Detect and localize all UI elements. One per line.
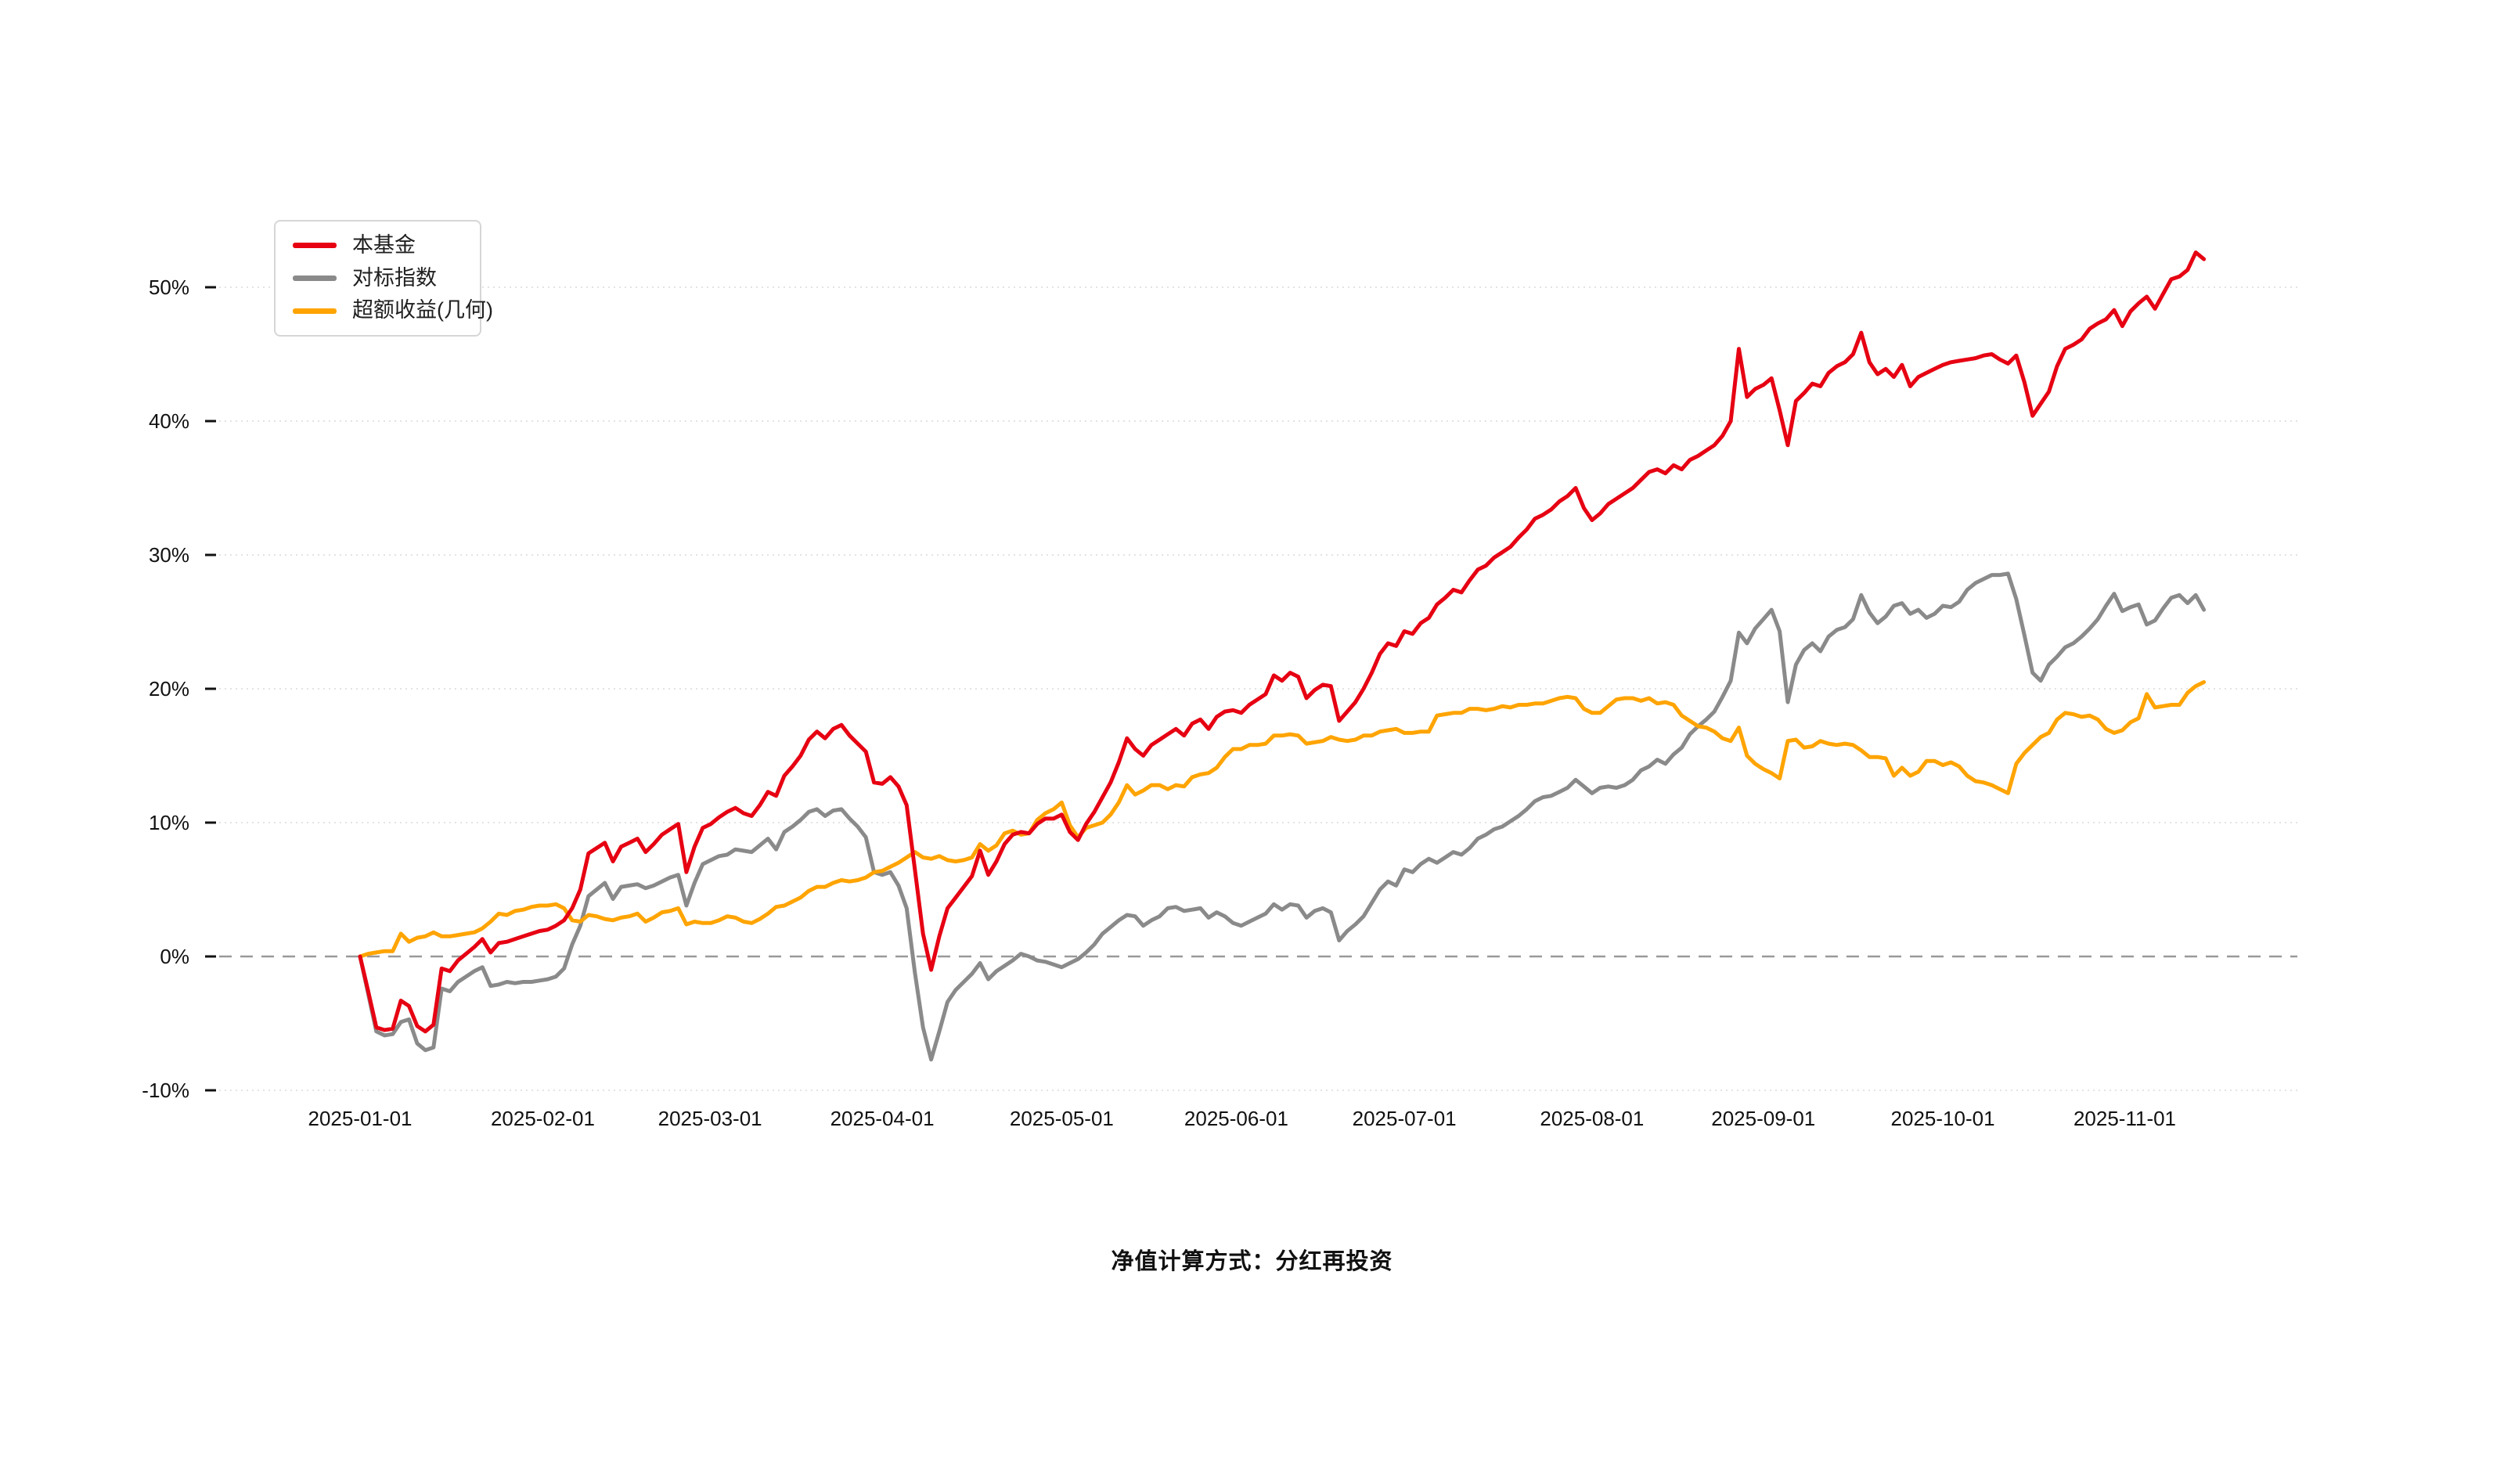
x-axis-label: 2025-01-01 bbox=[308, 1107, 413, 1130]
series-line-对标指数 bbox=[358, 571, 2207, 1062]
legend-label-excess-return: 超额收益(几何) bbox=[352, 298, 493, 322]
x-axis-label: 2025-02-01 bbox=[491, 1107, 595, 1130]
legend-item-fund[interactable]: 本基金 bbox=[293, 233, 463, 258]
x-axis-label: 2025-07-01 bbox=[1353, 1107, 1457, 1130]
legend-label-fund: 本基金 bbox=[352, 233, 416, 257]
y-axis-label: 50% bbox=[149, 276, 189, 299]
x-axis-label: 2025-10-01 bbox=[1891, 1107, 1995, 1130]
nav-calculation-caption: 净值计算方式：分红再投资 bbox=[1111, 1249, 1393, 1274]
y-axis-label: 40% bbox=[149, 409, 189, 433]
x-axis-label: 2025-08-01 bbox=[1540, 1107, 1644, 1130]
series-line-本基金 bbox=[358, 250, 2207, 1034]
x-axis-label: 2025-09-01 bbox=[1711, 1107, 1815, 1130]
x-axis-label: 2025-04-01 bbox=[830, 1107, 935, 1130]
y-axis-label: 0% bbox=[160, 945, 189, 968]
y-axis-label: 10% bbox=[149, 811, 189, 834]
y-axis-label: 20% bbox=[149, 677, 189, 701]
x-axis-label: 2025-11-01 bbox=[2073, 1107, 2176, 1130]
x-axis-label: 2025-05-01 bbox=[1010, 1107, 1114, 1130]
series-line-超额收益(几何) bbox=[358, 680, 2207, 959]
chart-legend: 本基金 对标指数 超额收益(几何) bbox=[274, 220, 493, 337]
x-axis-label: 2025-06-01 bbox=[1184, 1107, 1288, 1130]
y-axis-label: 30% bbox=[149, 543, 189, 567]
legend-label-benchmark: 对标指数 bbox=[352, 265, 437, 290]
y-axis-label: -10% bbox=[142, 1079, 189, 1102]
excess-return-line-swatch-icon bbox=[293, 308, 337, 314]
legend-item-benchmark[interactable]: 对标指数 bbox=[293, 265, 463, 290]
fund-line-swatch-icon bbox=[293, 243, 337, 249]
legend-item-excess-return[interactable]: 超额收益(几何) bbox=[293, 299, 493, 322]
x-axis-label: 2025-03-01 bbox=[658, 1107, 762, 1130]
benchmark-line-swatch-icon bbox=[293, 276, 337, 282]
